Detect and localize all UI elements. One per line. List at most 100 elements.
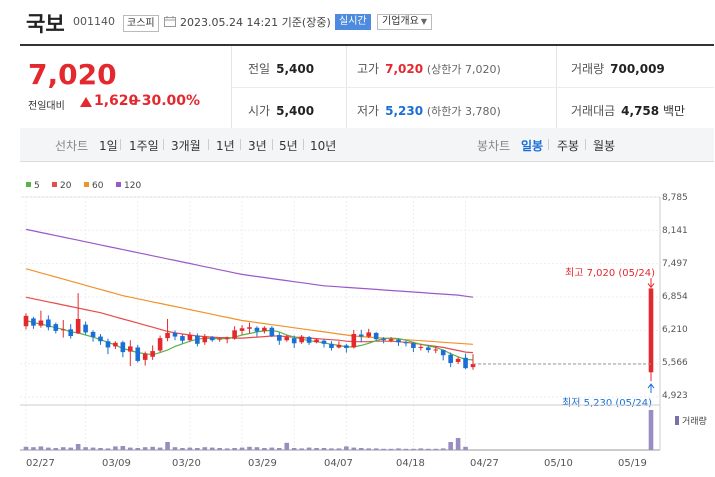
y-tick-label: 4,923 bbox=[662, 391, 688, 401]
candle bbox=[388, 339, 394, 341]
change-label: 전일대비 bbox=[28, 101, 65, 112]
candle bbox=[344, 345, 349, 348]
candle bbox=[142, 353, 148, 360]
realtime-button[interactable]: 실시간 bbox=[335, 14, 371, 30]
candle-monthly[interactable]: 월봉 bbox=[593, 139, 616, 153]
chevron-down-icon: ▼ bbox=[420, 17, 427, 26]
volume-bar bbox=[135, 448, 141, 450]
legend-ma5: 5 bbox=[26, 181, 40, 191]
volume-bar bbox=[314, 448, 319, 450]
volume-bar bbox=[217, 448, 222, 450]
period-10y[interactable]: 10년 bbox=[310, 139, 337, 153]
candle-weekly[interactable]: 주봉 bbox=[557, 139, 580, 153]
up-arrow-icon bbox=[80, 97, 92, 107]
candle bbox=[366, 332, 371, 337]
candle bbox=[329, 343, 334, 348]
volume-bar bbox=[46, 447, 51, 450]
chart-grid bbox=[20, 196, 661, 451]
volume-bar bbox=[23, 446, 29, 450]
period-3y[interactable]: 3년 bbox=[248, 139, 267, 153]
divider bbox=[585, 139, 586, 150]
volume-bar bbox=[75, 444, 81, 450]
period-1d[interactable]: 1일 bbox=[99, 139, 118, 153]
candle-daily[interactable]: 일봉 bbox=[521, 139, 544, 153]
line-chart-label: 선차트 bbox=[55, 139, 89, 153]
candle-chart-label: 봉차트 bbox=[477, 139, 511, 153]
candle bbox=[150, 351, 155, 357]
low-price: 저가 5,230 (하한가 3,780) bbox=[357, 104, 501, 118]
calendar-icon bbox=[164, 16, 176, 27]
candle bbox=[232, 330, 237, 339]
x-tick-label: 05/10 bbox=[544, 458, 573, 469]
volume-bar bbox=[98, 448, 103, 450]
candle bbox=[46, 319, 51, 328]
volume-bar bbox=[68, 447, 73, 450]
chart-markers bbox=[473, 278, 655, 393]
candle bbox=[351, 333, 357, 348]
candle bbox=[187, 335, 193, 341]
candle bbox=[195, 335, 200, 344]
high-price: 고가 7,020 (상한가 7,020) bbox=[357, 62, 501, 76]
market-badge: 코스피 bbox=[123, 15, 159, 32]
volume-bar bbox=[299, 448, 304, 450]
candle bbox=[269, 327, 275, 337]
divider bbox=[303, 139, 304, 150]
candle bbox=[306, 337, 312, 343]
candle bbox=[120, 342, 126, 353]
high-annotation: 최고 7,020 (05/24) bbox=[565, 268, 656, 279]
period-1w[interactable]: 1주일 bbox=[129, 139, 159, 153]
divider bbox=[120, 139, 121, 150]
candle bbox=[68, 329, 73, 337]
volume-bar bbox=[232, 448, 237, 450]
candle bbox=[254, 327, 260, 332]
volume-bar bbox=[336, 448, 342, 450]
volume-bar bbox=[396, 448, 401, 450]
candle bbox=[373, 332, 379, 340]
volume-bar bbox=[269, 447, 275, 450]
period-3m[interactable]: 3개월 bbox=[171, 139, 201, 153]
legend-swatch bbox=[84, 182, 89, 187]
candle bbox=[31, 318, 36, 326]
candle bbox=[291, 338, 297, 344]
x-tick-label: 03/20 bbox=[172, 458, 201, 469]
candle bbox=[90, 331, 96, 338]
volume-bar bbox=[157, 447, 163, 450]
candle bbox=[128, 346, 133, 352]
x-tick-label: 02/27 bbox=[26, 458, 55, 469]
volume-bar bbox=[648, 410, 654, 450]
candle bbox=[321, 340, 327, 344]
period-5y[interactable]: 5년 bbox=[279, 139, 298, 153]
candle bbox=[381, 338, 386, 341]
y-tick-label: 6,210 bbox=[662, 325, 688, 335]
volume-bar bbox=[202, 447, 208, 450]
divider bbox=[163, 139, 164, 150]
volume-bar bbox=[239, 447, 245, 450]
volume-bar bbox=[284, 442, 290, 450]
volume-bar bbox=[172, 447, 178, 450]
stock-code: 001140 bbox=[73, 15, 115, 28]
volume-bar bbox=[180, 448, 185, 450]
divider bbox=[548, 139, 549, 150]
candle bbox=[38, 320, 44, 326]
volume-bar bbox=[329, 448, 334, 450]
period-1y[interactable]: 1년 bbox=[216, 139, 235, 153]
candle bbox=[470, 364, 476, 368]
candle bbox=[277, 335, 282, 341]
volume-bar bbox=[366, 448, 371, 450]
volume-bar bbox=[120, 446, 126, 450]
volume-bar bbox=[426, 448, 431, 450]
volume-bar bbox=[381, 448, 386, 450]
candle bbox=[75, 318, 81, 334]
volume-bar bbox=[187, 447, 193, 450]
volume-bar bbox=[388, 448, 394, 450]
volume-bar bbox=[224, 448, 230, 450]
candle bbox=[247, 327, 252, 329]
volume-bar bbox=[113, 446, 118, 450]
y-tick-label: 7,497 bbox=[662, 259, 688, 269]
candle bbox=[440, 350, 446, 356]
volume-bar bbox=[448, 442, 453, 450]
company-info-dropdown[interactable]: 기업개요 ▼ bbox=[377, 14, 432, 30]
divider bbox=[272, 139, 273, 150]
candle bbox=[209, 337, 215, 341]
candles bbox=[23, 288, 654, 382]
